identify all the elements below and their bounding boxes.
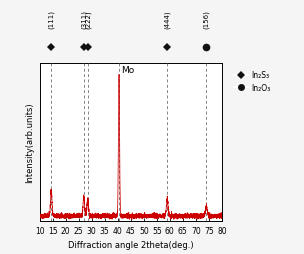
Text: (444): (444) — [164, 10, 171, 29]
Text: (156): (156) — [203, 10, 209, 29]
Legend: In₂S₃, In₂O₃: In₂S₃, In₂O₃ — [233, 70, 271, 93]
Text: Mo: Mo — [122, 65, 135, 74]
Text: (111): (111) — [48, 10, 54, 29]
Text: (222): (222) — [85, 10, 91, 29]
Y-axis label: Intensity(arb.units): Intensity(arb.units) — [25, 102, 34, 182]
Text: (311): (311) — [81, 10, 87, 29]
X-axis label: Diffraction angle 2theta(deg.): Diffraction angle 2theta(deg.) — [68, 240, 194, 249]
